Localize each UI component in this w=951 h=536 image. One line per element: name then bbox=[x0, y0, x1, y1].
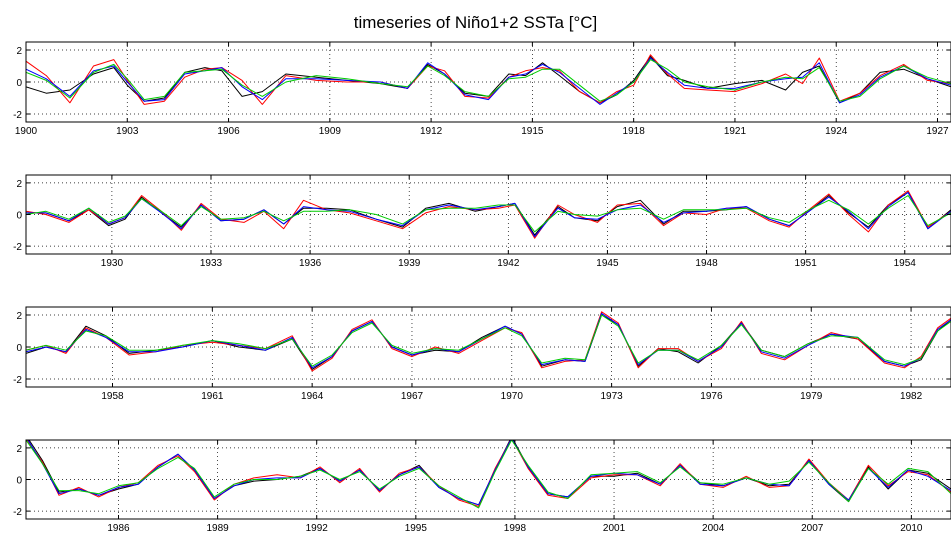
x-tick-label: 1900 bbox=[15, 126, 38, 137]
series-line-3 bbox=[26, 191, 951, 238]
x-tick-label: 1912 bbox=[420, 126, 443, 137]
y-tick-label: 2 bbox=[16, 179, 22, 190]
panel-4: 1986 1989 1992 1995 1998 2001 2004 2007 2010 -2 0 2 bbox=[13, 439, 951, 534]
x-tick-label: 1921 bbox=[724, 126, 747, 137]
x-tick-label: 1918 bbox=[623, 126, 646, 137]
series-line-2 bbox=[26, 190, 951, 239]
x-tick-label: 1982 bbox=[900, 391, 923, 402]
x-tick-label: 1909 bbox=[319, 126, 342, 137]
panel-2: 1930 1933 1936 1939 1942 1945 1948 1951 1954 -2 0 2 bbox=[13, 174, 951, 269]
series-line-4 bbox=[26, 195, 951, 233]
x-tick-label: 1958 bbox=[101, 391, 124, 402]
y-tick-label: 0 bbox=[16, 78, 22, 89]
axes-box bbox=[25, 41, 951, 123]
x-tick-label: 1927 bbox=[926, 126, 949, 137]
y-tick-label: -2 bbox=[13, 507, 22, 518]
y-tick-label: 2 bbox=[16, 311, 22, 322]
x-tick-label: 1930 bbox=[101, 258, 124, 269]
figure-title: timeseries of Niño1+2 SSTa [°C] bbox=[353, 13, 598, 32]
x-tick-label: 1995 bbox=[405, 523, 428, 534]
x-tick-label: 1906 bbox=[217, 126, 240, 137]
series-line-3 bbox=[26, 57, 951, 105]
series-line-2 bbox=[26, 311, 951, 372]
x-tick-label: 2001 bbox=[603, 523, 626, 534]
series-line-3 bbox=[26, 312, 951, 369]
x-tick-label: 1954 bbox=[894, 258, 917, 269]
x-tick-label: 1967 bbox=[401, 391, 424, 402]
x-tick-label: 1924 bbox=[825, 126, 848, 137]
axes-box bbox=[25, 439, 951, 520]
y-tick-label: -2 bbox=[13, 110, 22, 121]
x-tick-label: 1976 bbox=[700, 391, 723, 402]
series-line-4 bbox=[26, 59, 951, 102]
y-tick-label: -2 bbox=[13, 375, 22, 386]
x-tick-label: 1973 bbox=[600, 391, 623, 402]
x-tick-label: 1989 bbox=[206, 523, 229, 534]
series-line-1 bbox=[28, 440, 951, 506]
y-tick-label: 2 bbox=[16, 444, 22, 455]
panel-1: 1900 1903 1906 1909 1912 1915 1918 1921 1924 1927… bbox=[13, 41, 951, 137]
series-line-4 bbox=[26, 314, 951, 367]
x-tick-label: 1933 bbox=[200, 258, 223, 269]
axes-box bbox=[25, 306, 951, 388]
x-tick-label: 1903 bbox=[116, 126, 139, 137]
x-tick-label: 1939 bbox=[398, 258, 421, 269]
y-tick-label: 0 bbox=[16, 343, 22, 354]
x-tick-label: 2010 bbox=[900, 523, 923, 534]
x-tick-label: 1948 bbox=[695, 258, 718, 269]
x-tick-label: 1979 bbox=[800, 391, 823, 402]
x-tick-label: 1951 bbox=[795, 258, 818, 269]
x-tick-label: 1986 bbox=[107, 523, 130, 534]
x-tick-label: 1945 bbox=[596, 258, 619, 269]
x-tick-label: 1970 bbox=[501, 391, 524, 402]
x-tick-label: 1936 bbox=[299, 258, 322, 269]
x-tick-label: 2004 bbox=[702, 523, 725, 534]
y-tick-label: 2 bbox=[16, 46, 22, 57]
x-tick-label: 1992 bbox=[306, 523, 329, 534]
y-tick-label: 0 bbox=[16, 211, 22, 222]
x-tick-label: 1961 bbox=[201, 391, 224, 402]
x-tick-label: 1964 bbox=[301, 391, 324, 402]
x-tick-label: 1942 bbox=[497, 258, 520, 269]
series-line-3 bbox=[27, 440, 951, 506]
x-tick-label: 1998 bbox=[504, 523, 527, 534]
panel-3: 1958 1961 1964 1967 1970 1973 1976 1979 1982 -2 0 2 bbox=[13, 306, 951, 402]
y-tick-label: 0 bbox=[16, 476, 22, 487]
series-line-4 bbox=[26, 440, 951, 509]
x-tick-label: 2007 bbox=[801, 523, 824, 534]
x-tick-label: 1915 bbox=[521, 126, 544, 137]
y-tick-label: -2 bbox=[13, 242, 22, 253]
